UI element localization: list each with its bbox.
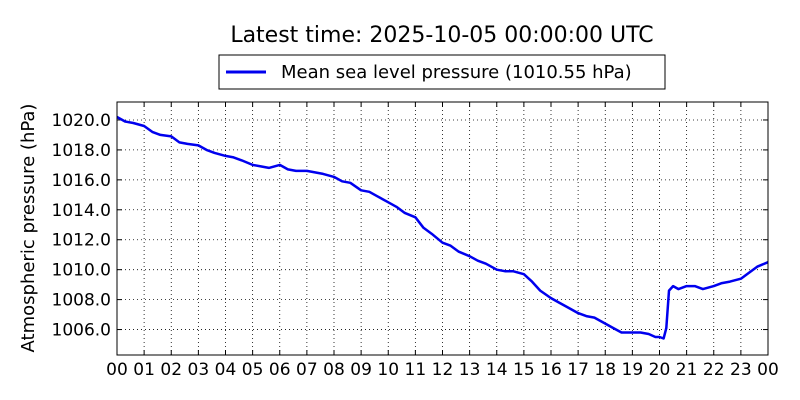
- x-tick-label: 03: [188, 360, 210, 380]
- plot-frame: [116, 101, 769, 356]
- x-tick-label: 06: [269, 360, 291, 380]
- x-tick-label: 07: [296, 360, 318, 380]
- x-tick-label: 15: [513, 360, 535, 380]
- y-tick-label: 1020.0: [52, 111, 111, 131]
- x-tick-label: 00: [757, 360, 779, 380]
- y-tick-label: 1006.0: [52, 321, 111, 341]
- x-tick-label: 12: [432, 360, 454, 380]
- x-tick-label: 18: [594, 360, 616, 380]
- y-tick-label: 1008.0: [52, 291, 111, 311]
- grid: [117, 102, 768, 355]
- chart-title: Latest time: 2025-10-05 00:00:00 UTC: [230, 23, 653, 48]
- y-tick-label: 1016.0: [52, 171, 111, 191]
- y-tick-label: 1012.0: [52, 231, 111, 251]
- y-tick-label: 1018.0: [52, 141, 111, 161]
- x-tick-label: 16: [540, 360, 562, 380]
- x-tick-label: 17: [567, 360, 589, 380]
- x-tick-label: 02: [160, 360, 182, 380]
- x-tick-label: 19: [622, 360, 644, 380]
- legend-box: [218, 54, 666, 90]
- x-tick-label: 13: [459, 360, 481, 380]
- x-tick-label: 11: [405, 360, 427, 380]
- x-tick-label: 20: [649, 360, 671, 380]
- legend-label: Mean sea level pressure (1010.55 hPa): [281, 62, 632, 83]
- y-tick-label: 1010.0: [52, 261, 111, 281]
- x-tick-label: 21: [676, 360, 698, 380]
- series-layer: [116, 115, 769, 340]
- x-tick-label: 00: [106, 360, 128, 380]
- x-tick-label: 22: [703, 360, 725, 380]
- x-tick-label: 08: [323, 360, 345, 380]
- x-tick-label: 04: [215, 360, 237, 380]
- y-axis: 1006.0 1008.0 1010.0 1012.0 1014.0 1016.0 1018…: [52, 111, 768, 341]
- x-tick-label: 14: [486, 360, 508, 380]
- series-line-mean-sea-level-pressure: [116, 115, 769, 340]
- x-axis: 00 01 02 03 04 05 06 07 08 09 10 11 12 13 14 15 16 17 18 19…: [106, 102, 779, 380]
- y-axis-label: Atmospheric pressure (hPa): [18, 104, 39, 353]
- x-tick-label: 10: [377, 360, 399, 380]
- x-tick-label: 23: [730, 360, 752, 380]
- y-tick-label: 1014.0: [52, 201, 111, 221]
- x-tick-label: 09: [350, 360, 372, 380]
- x-tick-label: 01: [133, 360, 155, 380]
- x-tick-label: 05: [242, 360, 264, 380]
- legend: Mean sea level pressure (1010.55 hPa): [218, 54, 666, 90]
